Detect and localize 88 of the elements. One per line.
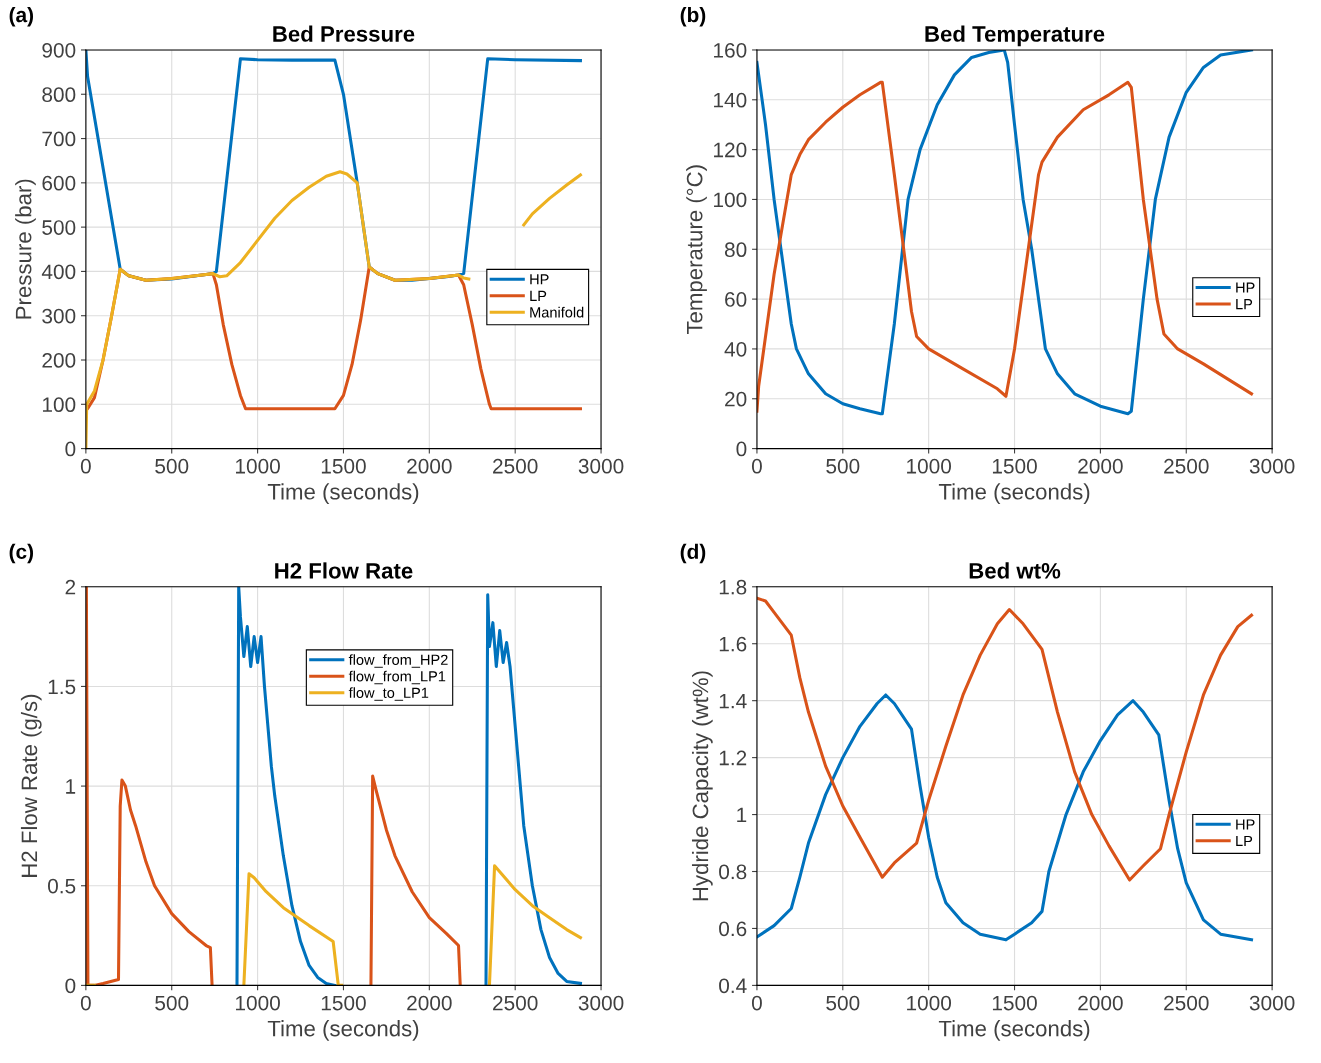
x-tick-label: 1000: [907, 458, 952, 474]
y-tick-label: 400: [41, 264, 76, 280]
x-tick-label: 500: [826, 995, 860, 1011]
y-tick-label: 120: [714, 142, 747, 158]
x-tick-label: 2500: [1164, 995, 1209, 1011]
x-tick-label: 2000: [407, 995, 452, 1011]
y-tick-label: 2: [65, 579, 76, 595]
y-tick-label: 40: [724, 341, 747, 357]
x-tick-label: 500: [826, 458, 860, 474]
x-tick-label: 1500: [992, 458, 1037, 474]
x-axis-title: Time (seconds): [938, 483, 1090, 504]
y-tick-label: 300: [42, 308, 76, 324]
y-tick-label: 800: [42, 87, 76, 103]
x-tick-label: 2000: [407, 458, 452, 474]
y-tick-label: 1.4: [719, 693, 747, 709]
chart-title: Bed Pressure: [273, 25, 415, 42]
y-tick-label: 140: [714, 92, 747, 108]
x-tick-label: 1000: [907, 995, 952, 1011]
line-series: [756, 596, 1254, 882]
legend-label: flow_from_LP1: [348, 670, 446, 685]
x-tick-label: 0: [80, 995, 91, 1011]
y-tick-label: 900: [42, 42, 76, 58]
y-tick-label: 80: [724, 242, 747, 258]
y-tick-label: 0.6: [719, 921, 747, 937]
x-tick-label: 2500: [1164, 458, 1209, 474]
x-tick-label: 1500: [321, 458, 366, 474]
x-tick-label: 1000: [236, 995, 280, 1011]
line-series: [756, 693, 1254, 942]
text: (c): [9, 543, 34, 564]
x-tick-label: 2000: [1078, 458, 1123, 474]
x-tick-label: 1500: [992, 995, 1037, 1011]
legend-label: HP: [1236, 282, 1255, 293]
x-tick-label: 0: [751, 458, 762, 474]
text: (d): [680, 543, 706, 564]
x-axis-title: Time (seconds): [938, 1020, 1090, 1041]
y-tick-label: 60: [725, 292, 747, 307]
y-tick-label: 0.5: [48, 878, 76, 894]
x-axis-title: Time (seconds): [267, 1020, 419, 1041]
x-tick-label: 1000: [236, 458, 280, 474]
y-axis-title: Temperature (°C): [686, 165, 707, 335]
x-tick-label: 2500: [493, 458, 538, 474]
x-tick-label: 1500: [321, 995, 366, 1011]
x-tick-label: 2000: [1078, 995, 1123, 1011]
y-tick-label: 0.4: [719, 978, 747, 994]
y-axis-title: Pressure (bar): [15, 179, 36, 319]
x-tick-label: 0: [751, 995, 762, 1011]
legend-label: LP: [530, 290, 547, 301]
legend-label: HP: [530, 274, 549, 285]
legend-label: flow_to_LP1: [348, 687, 429, 701]
x-tick-label: 500: [155, 995, 189, 1011]
y-tick-label: 1.5: [48, 679, 76, 695]
legend-label: flow_from_HP2: [348, 654, 448, 668]
x-axis-title: Time (seconds): [267, 483, 419, 504]
legend-label: LP: [1236, 299, 1253, 310]
y-tick-label: 600: [42, 175, 76, 191]
y-tick-label: 20: [725, 391, 747, 407]
y-tick-label: 160: [714, 42, 747, 58]
y-tick-label: 1.2: [719, 750, 747, 766]
chart-title: Bed Temperature: [925, 25, 1105, 47]
legend-label: LP: [1236, 835, 1253, 846]
legend-label: Manifold: [530, 306, 584, 318]
y-axis-title: H2 Flow Rate (g/s): [20, 694, 42, 877]
x-tick-label: 3000: [578, 458, 624, 474]
x-tick-label: 500: [155, 458, 189, 474]
y-tick-label: 0.8: [719, 864, 747, 880]
y-tick-label: 1.6: [719, 636, 747, 652]
chart-title: H2 Flow Rate: [275, 562, 413, 579]
y-tick-label: 200: [42, 353, 76, 368]
x-tick-label: 3000: [578, 995, 624, 1011]
text: (a): [9, 6, 34, 27]
y-tick-label: 100: [42, 397, 76, 413]
chart-title: Bed wt%: [969, 562, 1061, 579]
x-tick-label: 3000: [1249, 458, 1295, 474]
x-tick-label: 3000: [1249, 995, 1295, 1011]
y-tick-label: 1.8: [719, 579, 747, 595]
legend-label: HP: [1236, 819, 1255, 830]
x-tick-label: 2500: [493, 995, 538, 1011]
x-tick-label: 0: [80, 458, 91, 474]
y-tick-label: 1: [737, 807, 747, 823]
y-tick-label: 0: [65, 441, 76, 457]
y-tick-label: 700: [42, 131, 76, 147]
y-tick-label: 0: [65, 978, 76, 994]
y-axis-title: Hydride Capacity (wt%): [691, 671, 713, 901]
y-tick-label: 500: [42, 220, 76, 235]
y-tick-label: 100: [714, 192, 747, 208]
y-tick-label: 0: [736, 441, 747, 457]
text: (b): [680, 6, 706, 27]
y-tick-label: 1: [66, 779, 76, 794]
